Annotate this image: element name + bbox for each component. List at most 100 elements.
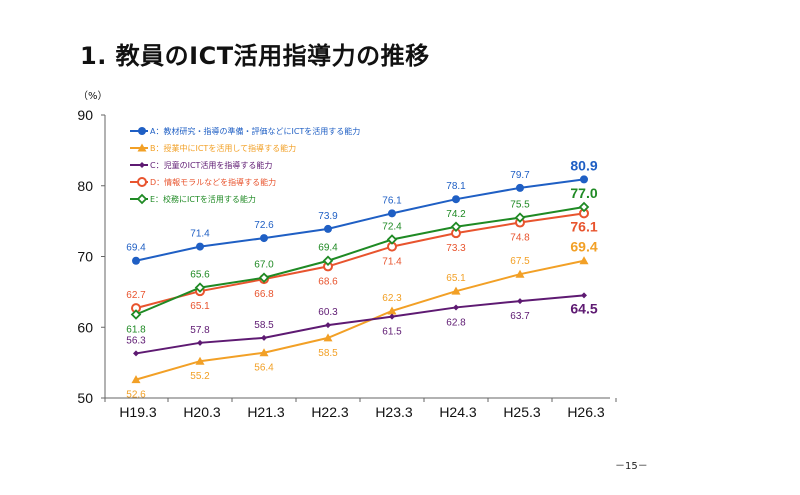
data-label-A: 71.4 bbox=[190, 229, 210, 240]
data-label-E: 67.0 bbox=[254, 260, 274, 271]
data-label-D: 68.6 bbox=[318, 276, 338, 287]
marker-C bbox=[389, 313, 395, 320]
data-label-D: 71.4 bbox=[382, 257, 402, 268]
marker-A bbox=[260, 234, 268, 243]
data-label-A: 80.9 bbox=[570, 157, 597, 173]
data-label-C: 57.8 bbox=[190, 325, 210, 336]
data-label-D: 76.1 bbox=[570, 218, 597, 234]
page-title: 1. 教員のICT活用指導力の推移 bbox=[80, 42, 430, 70]
marker-C bbox=[325, 322, 331, 329]
marker-A bbox=[196, 242, 204, 251]
marker-B bbox=[131, 375, 141, 384]
data-label-C: 61.5 bbox=[382, 327, 402, 338]
data-label-A: 69.4 bbox=[126, 243, 146, 254]
data-label-A: 78.1 bbox=[446, 181, 466, 192]
data-label-A: 72.6 bbox=[254, 220, 274, 231]
y-axis-unit-label: （%） bbox=[78, 90, 108, 102]
data-label-C: 63.7 bbox=[510, 311, 530, 322]
data-label-C: 58.5 bbox=[254, 320, 274, 331]
data-label-C: 56.3 bbox=[126, 335, 146, 346]
marker-A bbox=[324, 224, 332, 233]
x-tick-label: H19.3 bbox=[119, 404, 157, 420]
data-label-E: 72.4 bbox=[382, 222, 402, 233]
y-tick-label: 50 bbox=[77, 390, 93, 406]
marker-E bbox=[258, 272, 270, 283]
data-label-E: 69.4 bbox=[318, 243, 338, 254]
marker-C bbox=[133, 350, 139, 357]
legend-entry-A: A：教材研究・指導の準備・評価などにICTを活用する能力 bbox=[150, 126, 360, 136]
legend-marker-E bbox=[136, 193, 148, 205]
legend-entry-E: E：校務にICTを活用する能力 bbox=[150, 194, 256, 204]
legend-marker-C bbox=[139, 162, 145, 168]
axes: 50 60 70 80 90 H19.3 H20.3 H21.3 H22.3 H23.3 H24.3… bbox=[77, 107, 617, 420]
series-line-E bbox=[135, 205, 585, 316]
y-tick-label: 70 bbox=[77, 249, 93, 265]
marker-C bbox=[581, 292, 587, 299]
data-label-B: 65.1 bbox=[446, 273, 466, 284]
legend-entry-D: D：情報モラルなどを指導する能力 bbox=[150, 177, 276, 187]
data-labels: 69.4 71.4 72.6 73.9 76.1 78.1 79.7 80.9 52.6 55.2… bbox=[126, 157, 598, 400]
marker-A bbox=[132, 256, 140, 265]
marker-A bbox=[452, 195, 460, 204]
data-label-A: 76.1 bbox=[382, 195, 402, 206]
page-number: －15－ bbox=[615, 461, 648, 472]
data-label-C: 64.5 bbox=[570, 300, 597, 316]
y-tick-label: 60 bbox=[77, 319, 93, 335]
x-tick-label: H20.3 bbox=[183, 404, 221, 420]
data-label-A: 79.7 bbox=[510, 170, 530, 181]
legend-marker-B bbox=[137, 143, 147, 152]
legend-marker-D bbox=[137, 177, 147, 187]
marker-B bbox=[323, 333, 333, 342]
marker-B bbox=[195, 356, 205, 365]
data-label-D: 66.8 bbox=[254, 289, 274, 300]
data-label-B: 67.5 bbox=[510, 256, 530, 267]
marker-B bbox=[259, 348, 269, 357]
data-label-B: 56.4 bbox=[254, 363, 274, 374]
marker-B bbox=[451, 286, 461, 295]
legend-marker-A bbox=[138, 127, 146, 135]
marker-E bbox=[194, 282, 206, 293]
data-label-B: 62.3 bbox=[382, 293, 402, 304]
marker-C bbox=[453, 304, 459, 311]
legend-entry-B: B：授業中にICTを活用して指導する能力 bbox=[150, 143, 296, 153]
x-tick-label: H26.3 bbox=[567, 404, 605, 420]
data-label-C: 62.8 bbox=[446, 317, 466, 328]
series-lines bbox=[130, 175, 590, 384]
data-label-E: 74.2 bbox=[446, 209, 466, 220]
data-label-E: 65.6 bbox=[190, 270, 210, 281]
series-line-C bbox=[135, 294, 585, 355]
marker-C bbox=[197, 339, 203, 346]
data-label-B: 52.6 bbox=[126, 390, 146, 401]
series-line-D bbox=[135, 212, 585, 310]
x-tick-label: H22.3 bbox=[311, 404, 349, 420]
data-label-D: 65.1 bbox=[190, 301, 210, 312]
y-tick-label: 90 bbox=[77, 107, 93, 123]
marker-A bbox=[516, 183, 524, 192]
data-label-C: 60.3 bbox=[318, 307, 338, 318]
data-label-A: 73.9 bbox=[318, 211, 338, 222]
marker-C bbox=[517, 298, 523, 305]
data-label-B: 55.2 bbox=[190, 371, 210, 382]
series-line-B bbox=[135, 259, 585, 381]
legend-entry-C: C：児童のICT活用を指導する能力 bbox=[150, 160, 272, 170]
marker-C bbox=[261, 334, 267, 341]
legend: A：教材研究・指導の準備・評価などにICTを活用する能力 B：授業中にICTを活用… bbox=[130, 126, 360, 205]
x-tick-label: H25.3 bbox=[503, 404, 541, 420]
marker-E bbox=[386, 234, 398, 245]
data-label-D: 74.8 bbox=[510, 233, 530, 244]
marker-A bbox=[388, 209, 396, 218]
data-label-E: 77.0 bbox=[570, 185, 597, 201]
data-label-E: 75.5 bbox=[510, 200, 530, 211]
marker-E bbox=[578, 201, 590, 213]
data-label-D: 62.7 bbox=[126, 290, 146, 301]
y-tick-label: 80 bbox=[77, 178, 93, 194]
data-label-D: 73.3 bbox=[446, 243, 466, 254]
marker-E bbox=[514, 212, 526, 223]
marker-E bbox=[130, 309, 142, 320]
marker-E bbox=[322, 255, 334, 267]
x-tick-label: H23.3 bbox=[375, 404, 413, 420]
marker-B bbox=[579, 256, 589, 265]
data-label-B: 58.5 bbox=[318, 348, 338, 359]
marker-B bbox=[387, 306, 397, 315]
